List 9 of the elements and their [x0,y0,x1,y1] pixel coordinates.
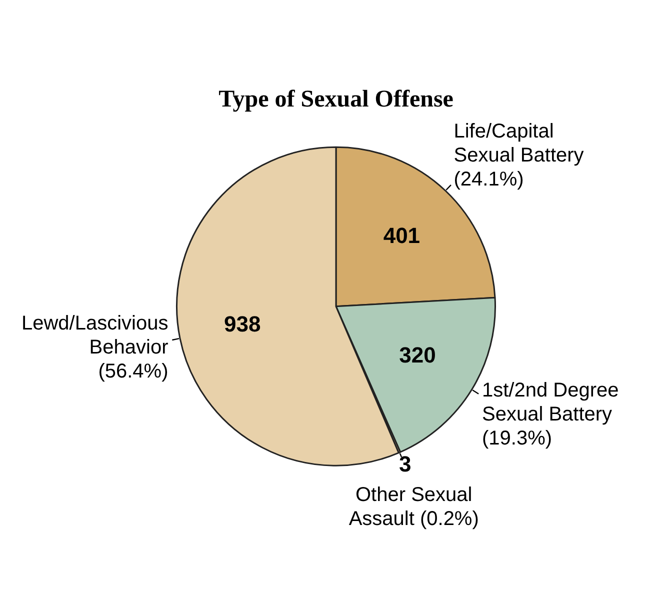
data-label: 401 [383,223,420,248]
slice-label: Lewd/Lascivious Behavior (56.4%) [21,312,169,383]
slice-label: Other Sexual Assault (0.2%) [348,484,479,530]
slice-label: 1st/2nd Degree Sexual Battery (19.3%) [482,379,619,450]
data-label: 3 [398,451,412,476]
slice-label: Life/Capital Sexual Battery (24.1%) [454,120,584,190]
data-label: 938 [224,312,261,337]
data-label: 320 [399,342,436,368]
chart-title: Type of Sexual Offense [218,86,454,113]
